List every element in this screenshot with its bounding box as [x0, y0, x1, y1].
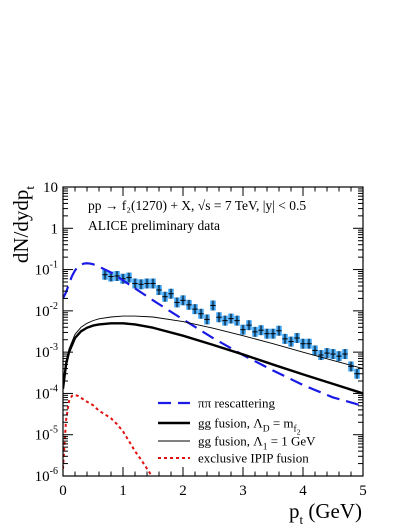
annotation-line-2: ALICE preliminary data [88, 218, 220, 233]
y-tick-label: 10-3 [35, 342, 58, 361]
legend-label-gg-fusion-1-gev: gg fusion, Λ1 = 1 GeV [198, 434, 316, 453]
y-tick-label: 10-2 [35, 301, 58, 320]
y-tick-label: 10-1 [35, 260, 58, 279]
series-line-gg-fusion-1-gev [63, 315, 363, 387]
y-tick-label: 1 [51, 221, 59, 237]
x-tick-label: 1 [119, 483, 127, 499]
ticks-layer: 0 1 2 3 4 5 10-6 10-5 10-4 10-3 10-2 10-1 1 10 [35, 180, 367, 499]
y-tick-label: 10-5 [35, 425, 58, 444]
legend-label-gg-fusion-d-m-f: gg fusion, ΛD = mf2 [198, 416, 301, 437]
x-tick-label: 3 [239, 483, 247, 499]
data-points [102, 269, 360, 379]
legend-label-exclusive-ipip-fusion: exclusive IPIP fusion [198, 451, 309, 466]
x-tick-label: 2 [179, 483, 187, 499]
x-tick-label: 0 [59, 483, 67, 499]
y-axis-title: dN/dydpt [9, 186, 37, 264]
plot-frame [62, 186, 364, 477]
y-tick-label: 10-4 [35, 383, 58, 402]
y-tick-label: 10-6 [35, 466, 58, 485]
series-line-rescattering [63, 262, 363, 407]
x-tick-label: 4 [299, 483, 307, 499]
annotation-line-1: pp → f₂(1270) + X, √s = 7 TeV, |y| < 0.5 [88, 198, 306, 213]
x-tick-label: 5 [359, 483, 367, 499]
x-axis-title: pt (GeV) [289, 499, 362, 527]
y-tick-label: 10 [43, 180, 58, 196]
series-line-exclusive-ipip-fusion [63, 393, 153, 476]
series-layer [63, 262, 363, 476]
legend-label-rescattering: ππ rescattering [198, 396, 276, 411]
series-line-gg-fusion-d-m-f [63, 322, 363, 395]
